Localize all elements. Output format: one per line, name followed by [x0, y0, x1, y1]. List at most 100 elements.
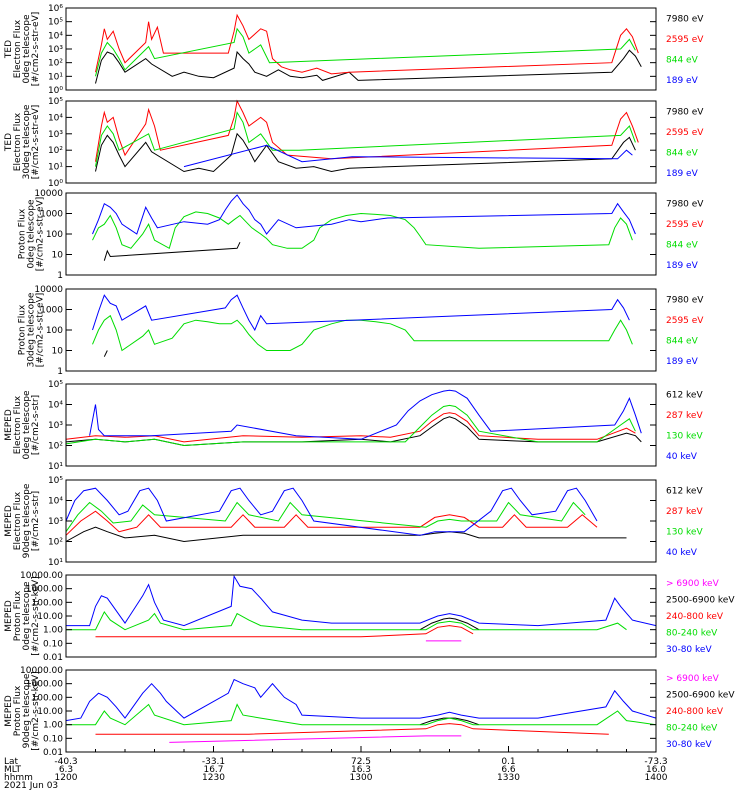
- legend-entry: 30-80 keV: [666, 645, 712, 655]
- legend-entry: 189 eV: [666, 357, 699, 367]
- xtick-label-hhmm: 1400: [645, 773, 668, 783]
- ylabel-line: 30deg telescope: [27, 292, 37, 367]
- series-line-4: [89, 389, 642, 440]
- legend-entry: 7980 eV: [666, 107, 704, 117]
- ytick-label: 100.00: [32, 598, 64, 608]
- ytick-label: 0.01: [43, 653, 63, 663]
- ylabel-line: Proton Flux: [13, 685, 23, 736]
- ylabel-line: [#/cm2-s-str-keV]: [31, 671, 41, 750]
- ylabel-line: MEPED: [4, 600, 14, 632]
- ytick-label: 10: [52, 251, 64, 261]
- series-line-4: [92, 194, 636, 235]
- series-line-2: [95, 99, 639, 162]
- series-line-3: [95, 27, 636, 77]
- ytick-label: 10⁵: [48, 380, 63, 390]
- ylabel-line: 90deg telescope: [22, 483, 32, 558]
- legend-entry: 30-80 keV: [666, 740, 712, 750]
- xtick-label-mlt: 6.6: [501, 765, 516, 775]
- ytick-label: 10⁶: [48, 4, 63, 14]
- legend-entry: 2595 eV: [666, 35, 704, 45]
- series-line-1: [65, 416, 642, 447]
- x-row-label: Lat: [4, 757, 19, 767]
- panel-4: 1 10 100 1000 10000 Proton Flux 30deg telescop…: [18, 285, 705, 377]
- legend-entry: 2500-6900 keV: [666, 596, 735, 606]
- series-line-4: [66, 703, 657, 726]
- ylabel-line: MEPED: [4, 695, 14, 727]
- legend-entry: 7980 eV: [666, 199, 704, 209]
- legend-entry: 844 eV: [666, 148, 699, 158]
- legend-entry: 2595 eV: [666, 316, 704, 326]
- series-line-1: [65, 526, 627, 543]
- series-line-4: [183, 144, 633, 168]
- ytick-label: 10⁵: [48, 18, 63, 28]
- x-row-label: hhmm: [4, 773, 33, 783]
- series-line-1: [103, 350, 108, 357]
- legend-entry: 7980 eV: [666, 295, 704, 305]
- ytick-label: 1000.00: [26, 585, 63, 595]
- series-line-2: [65, 510, 598, 536]
- ylabel-line: [#/cm2-s-str-eV]: [36, 293, 46, 368]
- legend-entry: 130 keV: [666, 431, 703, 441]
- ytick-label: 10¹: [48, 163, 63, 173]
- ylabel-line: TED: [4, 40, 14, 59]
- ytick-label: 10⁰: [48, 179, 63, 189]
- ytick-label: 1: [57, 367, 63, 377]
- xtick-label-mlt: 16.7: [203, 765, 223, 775]
- ylabel-line: 0deg telescope: [22, 14, 32, 84]
- legend-entry: 844 eV: [666, 55, 699, 65]
- ylabel-line: 90deg telescope: [22, 673, 32, 748]
- ylabel-line: [#/cm2-s-str-keV]: [31, 576, 41, 655]
- xtick-label-hhmm: 1300: [350, 773, 373, 783]
- series-line-5: [65, 678, 657, 722]
- ylabel-line: 0deg telescope: [27, 199, 37, 269]
- series-line-3: [95, 111, 636, 167]
- ytick-label: 10000.00: [20, 666, 63, 676]
- series-line-3: [65, 501, 586, 532]
- panel-2: 10⁰ 10¹ 10² 10³ 10⁴ 10⁵ TED Electron Flux 30deg …: [4, 97, 704, 189]
- series-line-5: [66, 574, 657, 627]
- legend-entry: 80-240 keV: [666, 628, 718, 638]
- ytick-label: 10²: [48, 59, 63, 69]
- legend-entry: 2500-6900 keV: [666, 691, 735, 701]
- xtick-label-mlt: 16.0: [646, 765, 666, 775]
- ytick-label: 0.01: [43, 748, 63, 758]
- legend-entry: 287 keV: [666, 411, 703, 421]
- series-line-4: [65, 487, 598, 536]
- ytick-label: 10⁵: [48, 476, 63, 486]
- series-line-2: [65, 412, 636, 443]
- ytick-label: 1: [57, 271, 63, 281]
- ylabel-line: 30deg telescope: [22, 104, 32, 179]
- series-line-2: [95, 13, 639, 75]
- xtick-label-lat: 0.1: [501, 757, 515, 767]
- ylabel-line: Electron Flux: [13, 19, 23, 78]
- ytick-label: 10³: [48, 130, 63, 140]
- ytick-label: 10³: [48, 45, 63, 55]
- plot-frame: [65, 669, 657, 753]
- plot-frame: [65, 574, 657, 658]
- legend-entry: 240-800 keV: [666, 707, 724, 717]
- date-label: 2021 Jun 03: [4, 781, 58, 791]
- ytick-label: 10: [52, 347, 64, 357]
- legend-entry: 7980 eV: [666, 14, 704, 24]
- xtick-label-lat: -73.3: [644, 757, 667, 767]
- ylabel-line: [#/cm2-s-str]: [31, 491, 41, 551]
- ytick-label: 1000: [40, 210, 63, 220]
- xtick-label-lat: -33.1: [202, 757, 225, 767]
- legend-entry: 844 eV: [666, 240, 699, 250]
- ytick-label: 10¹: [48, 72, 63, 82]
- series-line-2: [419, 617, 480, 631]
- legend-entry: > 6900 keV: [666, 674, 720, 684]
- legend-entry: 189 eV: [666, 169, 699, 179]
- legend-entry: 80-240 keV: [666, 723, 718, 733]
- plot-frame: [65, 288, 657, 372]
- ytick-label: 10⁰: [48, 86, 63, 96]
- ytick-label: 100.00: [32, 693, 64, 703]
- xtick-label-mlt: 6.3: [59, 765, 73, 775]
- xtick-label-hhmm: 1200: [55, 773, 78, 783]
- ylabel-line: 0deg telescope: [22, 390, 32, 460]
- xtick-label-lat: -40.3: [54, 757, 77, 767]
- xtick-label-mlt: 16.3: [351, 765, 371, 775]
- legend-entry: 2595 eV: [666, 128, 704, 138]
- ytick-label: 10²: [48, 442, 63, 452]
